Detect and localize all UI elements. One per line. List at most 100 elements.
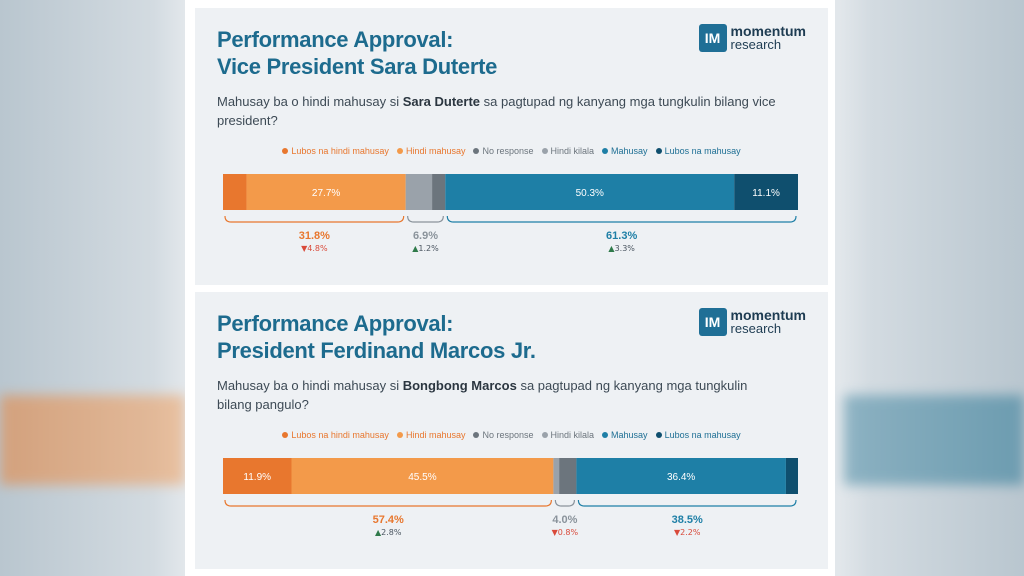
legend-item: Lubos na hindi mahusay: [282, 146, 389, 156]
group-total-label: 4.0%: [552, 514, 577, 526]
group-change-label: ▼4.8%: [301, 244, 328, 253]
group-change-label: ▼0.8%: [552, 528, 579, 537]
group-total-label: 38.5%: [672, 514, 703, 526]
legend-dot-icon: [473, 147, 480, 154]
legend-label: Hindi kilala: [550, 430, 595, 440]
chart-title: Performance Approval: President Ferdinan…: [217, 311, 536, 363]
group-bracket: [224, 499, 552, 507]
group-bracket: [554, 499, 576, 507]
stacked-bar-chart: 11.9% 45.5% 36.4% 57.4% ▲2.8% 4.0% ▼0.8% 38.5% ▼…: [223, 458, 798, 537]
bar-segment: [246, 174, 406, 210]
legend-label: No response: [482, 146, 534, 156]
bar-segment: [223, 174, 247, 210]
group-total-label: 31.8%: [299, 230, 330, 242]
group-change-label: ▲1.2%: [412, 244, 439, 253]
legend-dot-icon: [282, 147, 289, 154]
bar-segment: [553, 458, 560, 494]
bar-segment: [223, 458, 292, 494]
legend-item: No response: [473, 146, 534, 156]
arrow-up-icon: ▲: [412, 244, 419, 253]
legend-item: Mahusay: [602, 430, 648, 440]
momentum-research-logo: IM momentum research: [698, 307, 806, 336]
legend-label: Lubos na mahusay: [664, 146, 741, 156]
question-subject: Sara Duterte: [402, 94, 481, 109]
logo-line-1: momentum: [730, 307, 806, 323]
stacked-bar-chart: 27.7% 50.3% 11.1% 31.8% ▼4.8% 6.9% ▲1.2% 61.3% ▲…: [223, 174, 798, 253]
logo-line-2: research: [730, 321, 782, 336]
group-total-label: 57.4%: [373, 514, 404, 526]
group-bracket: [224, 215, 405, 223]
legend-dot-icon: [541, 147, 548, 154]
legend-label: Lubos na mahusay: [664, 430, 741, 440]
group-change-label: ▲3.3%: [608, 244, 635, 253]
legend-dot-icon: [473, 431, 480, 438]
legend-label: Mahusay: [611, 146, 648, 156]
legend-dot-icon: [602, 431, 609, 438]
legend-dot-icon: [541, 431, 548, 438]
bar-data-label: 50.3%: [576, 188, 604, 199]
legend-dot-icon: [602, 147, 609, 154]
arrow-down-icon: ▼: [552, 528, 559, 537]
bar-data-label: 36.4%: [667, 472, 695, 483]
legend-label: Hindi mahusay: [405, 430, 466, 440]
bar-segment: [445, 174, 735, 210]
survey-question: Mahusay ba o hindi mahusay si Bongbong M…: [217, 378, 748, 412]
legend-item: Lubos na mahusay: [655, 430, 741, 440]
bar-segment: [734, 174, 798, 210]
bar-segment: [559, 458, 577, 494]
legend-label: No response: [482, 430, 534, 440]
chart-panel-vice-president: Performance Approval: Vice President Sar…: [195, 8, 828, 285]
legend-dot-icon: [396, 147, 403, 154]
logo-line-1: momentum: [730, 23, 806, 39]
legend-item: Lubos na hindi mahusay: [282, 430, 389, 440]
legend-dot-icon: [396, 431, 403, 438]
logo-mark-icon: IM: [698, 308, 727, 336]
bar-segment: [785, 458, 798, 494]
group-bracket: [407, 215, 444, 223]
chart-title: Performance Approval: Vice President Sar…: [217, 27, 498, 79]
bar-segment: [405, 174, 433, 210]
legend-item: Hindi kilala: [541, 430, 595, 440]
arrow-down-icon: ▼: [301, 244, 308, 253]
legend-item: Hindi mahusay: [396, 146, 466, 156]
legend-dot-icon: [655, 431, 662, 438]
survey-question: Mahusay ba o hindi mahusay si Sara Duter…: [217, 94, 776, 128]
group-total-label: 6.9%: [413, 230, 438, 242]
bar-segment: [432, 174, 446, 210]
arrow-up-icon: ▲: [608, 244, 615, 253]
legend: Lubos na hindi mahusay Hindi mahusay No re…: [195, 430, 828, 440]
legend-label: Mahusay: [611, 430, 648, 440]
bar-data-label: 45.5%: [408, 472, 436, 483]
background-blur-left: [0, 395, 185, 485]
legend: Lubos na hindi mahusay Hindi mahusay No re…: [195, 146, 828, 156]
bar-segment: [576, 458, 786, 494]
chart-panel-president: Performance Approval: President Ferdinan…: [195, 292, 828, 569]
legend-label: Hindi kilala: [550, 146, 595, 156]
legend-item: Mahusay: [602, 146, 648, 156]
arrow-up-icon: ▲: [375, 528, 382, 537]
bar-data-label: 11.9%: [243, 472, 271, 483]
background-blur-right: [844, 395, 1024, 485]
group-change-label: ▲2.8%: [375, 528, 402, 537]
bar-segment: [291, 458, 554, 494]
group-change-label: ▼2.2%: [674, 528, 701, 537]
arrow-down-icon: ▼: [674, 528, 681, 537]
legend-label: Hindi mahusay: [405, 146, 466, 156]
momentum-research-logo: IM momentum research: [698, 23, 806, 52]
group-bracket: [446, 215, 797, 223]
logo-line-2: research: [730, 37, 782, 52]
bar-data-label: 11.1%: [752, 188, 780, 199]
question-subject: Bongbong Marcos: [402, 378, 517, 393]
legend-item: Lubos na mahusay: [655, 146, 741, 156]
legend-item: No response: [473, 430, 534, 440]
group-bracket: [577, 499, 797, 507]
legend-item: Hindi mahusay: [396, 430, 466, 440]
bar-data-label: 27.7%: [312, 188, 340, 199]
legend-dot-icon: [655, 147, 662, 154]
legend-dot-icon: [282, 431, 289, 438]
legend-label: Lubos na hindi mahusay: [291, 146, 389, 156]
legend-item: Hindi kilala: [541, 146, 595, 156]
legend-label: Lubos na hindi mahusay: [291, 430, 389, 440]
group-total-label: 61.3%: [606, 230, 637, 242]
logo-mark-icon: IM: [698, 24, 727, 52]
